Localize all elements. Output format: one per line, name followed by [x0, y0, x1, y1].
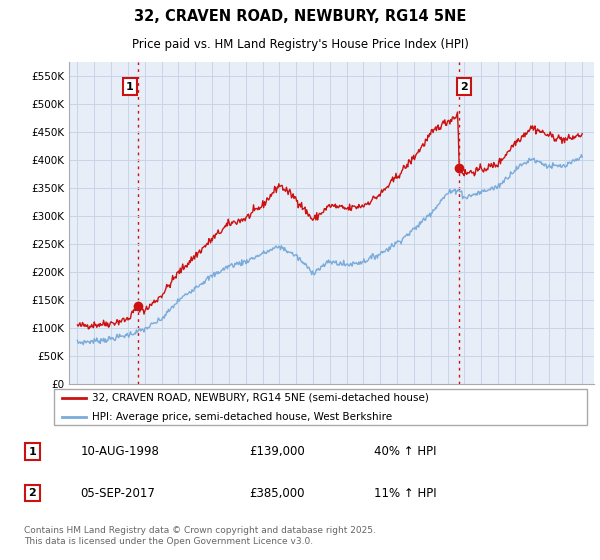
Text: 32, CRAVEN ROAD, NEWBURY, RG14 5NE: 32, CRAVEN ROAD, NEWBURY, RG14 5NE [134, 9, 466, 24]
Text: 05-SEP-2017: 05-SEP-2017 [80, 487, 155, 500]
Text: 2: 2 [29, 488, 37, 498]
Text: 2: 2 [460, 82, 468, 92]
Text: £385,000: £385,000 [250, 487, 305, 500]
Text: Contains HM Land Registry data © Crown copyright and database right 2025.
This d: Contains HM Land Registry data © Crown c… [24, 526, 376, 546]
FancyBboxPatch shape [54, 389, 587, 425]
Text: 1: 1 [126, 82, 134, 92]
Text: 1: 1 [29, 446, 37, 456]
Text: 40% ↑ HPI: 40% ↑ HPI [374, 445, 436, 458]
Text: 32, CRAVEN ROAD, NEWBURY, RG14 5NE (semi-detached house): 32, CRAVEN ROAD, NEWBURY, RG14 5NE (semi… [91, 393, 428, 403]
Text: 11% ↑ HPI: 11% ↑ HPI [374, 487, 436, 500]
Text: 10-AUG-1998: 10-AUG-1998 [80, 445, 159, 458]
Text: HPI: Average price, semi-detached house, West Berkshire: HPI: Average price, semi-detached house,… [91, 412, 392, 422]
Text: £139,000: £139,000 [250, 445, 305, 458]
Text: Price paid vs. HM Land Registry's House Price Index (HPI): Price paid vs. HM Land Registry's House … [131, 38, 469, 51]
